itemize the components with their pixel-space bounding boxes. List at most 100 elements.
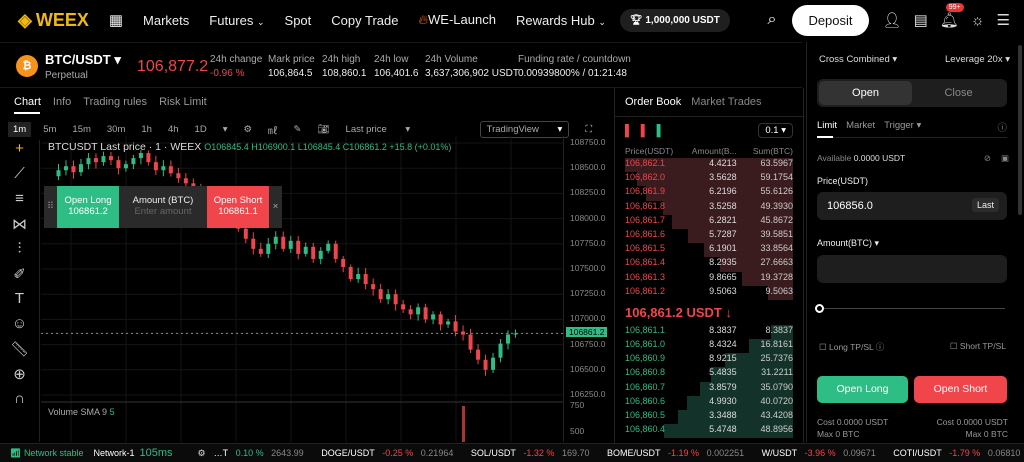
tab-info[interactable]: Info <box>52 96 72 108</box>
asks-row[interactable]: 106,861.9 6.2196 55.6126 <box>625 186 793 201</box>
interval-dropdown-icon[interactable]: ▾ <box>222 124 228 135</box>
tab-risk-limit[interactable]: Risk Limit <box>159 96 207 108</box>
order-type-trigger[interactable]: Trigger ▾ <box>884 120 922 131</box>
interval-15m[interactable]: 15m <box>72 124 91 135</box>
fullscreen-icon[interactable]: ⛶ <box>585 124 592 135</box>
tab-trading-rules[interactable]: Trading rules <box>83 96 148 108</box>
asks-row[interactable]: 106,862.0 3.5628 59.1754 <box>625 172 793 187</box>
text-icon[interactable]: T <box>14 290 25 307</box>
asks-view-icon[interactable]: ▌ <box>640 124 649 137</box>
margin-mode-select[interactable]: Cross Combined ▾ <box>819 54 898 65</box>
ticker-item[interactable]: COTI/USDT -1.79 % 0.06810 <box>893 448 1021 458</box>
quick-amount-input[interactable]: Amount (BTC) Enter amount <box>132 195 194 217</box>
price-type-select[interactable]: Last price ▾ <box>345 124 411 135</box>
zoom-in-icon[interactable]: ⊕ <box>13 366 26 383</box>
asks-row[interactable]: 106,862.1 4.4213 63.5967 <box>625 158 793 173</box>
precision-select[interactable]: 0.1 ▾ <box>758 123 793 138</box>
indicators-icon[interactable]: ㎖ <box>268 125 278 137</box>
theme-sun-icon[interactable]: ☼ <box>970 11 985 29</box>
last-price-button[interactable]: Last <box>971 198 999 212</box>
nav-spot[interactable]: Spot <box>284 12 312 28</box>
bids-row[interactable]: 106,861.1 8.3837 8.3837 <box>625 324 793 340</box>
bids-row[interactable]: 106,860.6 4.9930 40.0720 <box>625 395 793 410</box>
notification-bell-icon[interactable]: 🔔︎ 99+ <box>940 3 964 29</box>
trendline-icon[interactable]: ⟋ <box>14 165 25 182</box>
amount-input[interactable] <box>817 255 1007 283</box>
nav-futures[interactable]: Futures ⌄ <box>209 12 265 28</box>
bids-row[interactable]: 106,860.4 5.4748 48.8956 <box>625 424 793 439</box>
interval-4h[interactable]: 4h <box>167 124 179 135</box>
drag-handle-icon[interactable]: ⠿ <box>47 201 54 212</box>
tab-chart[interactable]: Chart <box>14 96 41 108</box>
orders-icon[interactable]: ▤ <box>913 12 928 29</box>
interval-1m[interactable]: 1m <box>8 122 32 137</box>
edit-icon[interactable]: ✎ <box>293 124 302 135</box>
ruler-icon[interactable]: 📏︎ <box>9 341 30 358</box>
bids-row[interactable]: 106,860.7 3.8579 35.0790 <box>625 381 793 396</box>
crosshair-icon[interactable]: + <box>15 140 24 157</box>
bids-row[interactable]: 106,860.8 5.4835 31.2211 <box>625 367 793 382</box>
quick-open-short-button[interactable]: Open Short 106861.1 <box>207 186 269 228</box>
asks-row[interactable]: 106,861.4 8.2935 27.6663 <box>625 257 793 272</box>
prediction-icon[interactable]: ⫶ <box>17 240 22 257</box>
price-chart[interactable] <box>41 136 563 442</box>
search-icon[interactable]: ⌕ <box>767 11 777 28</box>
asks-row[interactable]: 106,861.3 9.8665 19.3728 <box>625 271 793 286</box>
long-tpsl-checkbox[interactable]: ☐ Long TP/SL ⓘ <box>819 342 885 352</box>
order-type-market[interactable]: Market <box>846 120 876 131</box>
asks-row[interactable]: 106,861.5 6.1901 33.8564 <box>625 243 793 258</box>
asks-row[interactable]: 106,861.7 6.2821 45.8672 <box>625 214 793 229</box>
close-tab[interactable]: Close <box>944 87 973 99</box>
calculator-icon[interactable]: ▣ <box>1000 153 1009 163</box>
interval-30m[interactable]: 30m <box>106 124 126 135</box>
brush-icon[interactable]: ✐ <box>13 266 26 283</box>
camera-icon[interactable]: 📷︎ <box>317 124 330 135</box>
fib-lines-icon[interactable]: ≡ <box>15 190 24 207</box>
emoji-icon[interactable]: ☺ <box>11 315 28 332</box>
amount-slider[interactable] <box>815 304 1005 313</box>
bids-row[interactable]: 106,861.0 8.4324 16.8161 <box>625 339 793 354</box>
logo[interactable]: ◈ WEEX <box>18 9 89 30</box>
short-tpsl-checkbox[interactable]: ☐ Short TP/SL <box>949 341 1006 351</box>
open-short-button[interactable]: Open Short <box>914 376 1007 403</box>
nav-we-launch[interactable]: 🔥︎WE-Launch <box>418 12 496 27</box>
user-icon[interactable]: 👤︎ <box>882 12 902 29</box>
interval-1h[interactable]: 1h <box>141 124 152 135</box>
apps-grid-icon[interactable]: ▦ <box>108 12 124 29</box>
prize-pool-pill[interactable]: 🏆︎ 1,000,000 USDT <box>619 8 730 32</box>
deposit-button[interactable]: Deposit <box>792 4 869 36</box>
amount-unit-select[interactable]: Amount(BTC) ▾ <box>817 238 880 248</box>
bids-view-icon[interactable]: ▌ <box>656 124 665 137</box>
bids-row[interactable]: 106,860.9 8.9215 25.7376 <box>625 353 793 368</box>
ticker-item[interactable]: DOGE/USDT -0.25 % 0.21964 <box>321 448 454 458</box>
tab-order-book[interactable]: Order Book <box>625 96 682 108</box>
both-sides-view-icon[interactable]: ▌ <box>625 124 633 137</box>
price-axis[interactable]: 108750.0 108500.0 108250.0 108000.0 107750.0… <box>563 136 613 442</box>
asks-row[interactable]: 106,861.8 3.5258 49.3930 <box>625 200 793 215</box>
quick-open-long-button[interactable]: Open Long 106861.2 <box>57 186 119 228</box>
open-tab[interactable]: Open <box>819 81 912 105</box>
asks-row[interactable]: 106,861.6 5.7287 39.5851 <box>625 228 793 244</box>
interval-1d[interactable]: 1D <box>194 124 207 135</box>
settings-gear-icon[interactable]: ⚙ <box>243 124 252 135</box>
view-select[interactable]: TradingView ▾ <box>479 121 570 138</box>
transfer-icon[interactable]: ⊘ <box>983 153 991 163</box>
ticker-settings-icon[interactable]: ⚙ <box>197 447 206 458</box>
menu-icon[interactable]: ☰ <box>996 12 1010 29</box>
tab-market-trades[interactable]: Market Trades <box>691 96 762 108</box>
order-type-limit[interactable]: Limit <box>817 120 838 131</box>
nav-copy-trade[interactable]: Copy Trade <box>331 12 399 28</box>
magnet-icon[interactable]: ∩ <box>14 390 25 407</box>
info-icon[interactable]: ⓘ <box>997 123 1007 134</box>
asks-row[interactable]: 106,861.2 9.5063 9.5063 <box>625 285 793 300</box>
panel-scrollbar[interactable] <box>1018 45 1022 215</box>
open-long-button[interactable]: Open Long <box>817 376 908 403</box>
ticker-item[interactable]: …T 0.10 % 2643.99 <box>213 448 304 458</box>
pattern-icon[interactable]: ⋈ <box>12 216 27 233</box>
ticker-item[interactable]: W/USDT -3.96 % 0.09671 <box>761 448 876 458</box>
interval-5m[interactable]: 5m <box>43 124 57 135</box>
ticker-item[interactable]: BOME/USDT -1.19 % 0.002251 <box>606 448 745 458</box>
close-icon[interactable]: × <box>272 201 279 212</box>
network-node[interactable]: Network-1 <box>93 448 135 458</box>
symbol-selector[interactable]: BTC/USDT ▾ <box>45 52 121 67</box>
